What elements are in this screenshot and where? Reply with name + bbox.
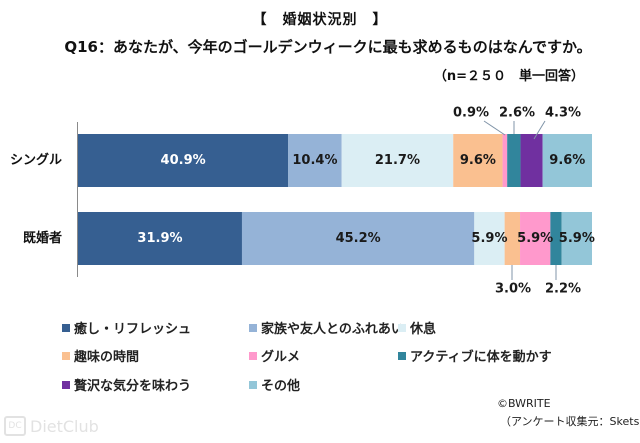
legend-item: 家族や友人とのふれあい [249, 318, 404, 337]
watermark-text: DietClub [30, 416, 99, 436]
legend-item: 休息 [398, 318, 436, 337]
bar-segment [542, 134, 592, 187]
legend-marker [249, 351, 257, 360]
data-label: 2.2% [545, 282, 581, 297]
leader-line [483, 120, 506, 136]
bar-segment [241, 212, 475, 265]
legend-label: グルメ [261, 350, 301, 365]
legend-item: 贅沢な気分を味わう [62, 375, 191, 394]
bar-segment [550, 212, 562, 265]
bar-segment [520, 212, 551, 265]
bar-segment [561, 212, 592, 265]
legend-item: その他 [249, 375, 300, 394]
legend-label: 贅沢な気分を味わう [74, 379, 192, 394]
leader-lines-group [483, 120, 557, 280]
legend-label: 家族や友人とのふれあい [261, 322, 404, 337]
legend-marker [398, 323, 406, 332]
leader-line [533, 120, 546, 140]
bars-group [78, 134, 592, 265]
section-title: 【 婚姻状況別 】 [252, 12, 388, 28]
copyright-text: ©BWRITE [497, 397, 551, 410]
bar-segment [474, 212, 505, 265]
bar-segment [507, 134, 521, 187]
data-label: 9.6% [549, 153, 585, 168]
data-label: 31.9% [137, 231, 182, 246]
bar-segment [341, 134, 454, 187]
category-label: 既婚者 [23, 230, 62, 246]
bar-segment [453, 134, 503, 187]
legend-label: 休息 [410, 322, 437, 337]
bar-segment [288, 134, 342, 187]
legend-marker [249, 323, 257, 332]
data-label: 5.9% [471, 231, 507, 246]
watermark-logo-icon: DC [4, 416, 26, 436]
data-label: 10.4% [292, 153, 337, 168]
data-label: 4.3% [545, 106, 581, 121]
data-label: 3.0% [495, 282, 531, 297]
bar-segment [520, 134, 543, 187]
data-labels-group: 40.9% 10.4% 21.7% 9.6% 0.9% 2.6% 4.3% 9.6% 31.9%… [137, 106, 594, 297]
data-label: 2.6% [499, 106, 535, 121]
data-label: 0.9% [453, 106, 489, 121]
bar-segment [78, 212, 242, 265]
data-label: 40.9% [161, 153, 206, 168]
bar-segment [504, 212, 521, 265]
bar-segment [78, 134, 289, 187]
legend-marker [62, 323, 70, 332]
legend-label: その他 [261, 379, 301, 394]
legend-item: 趣味の時間 [62, 346, 139, 365]
data-label: 9.6% [460, 153, 496, 168]
legend-marker [62, 351, 70, 360]
legend-marker [62, 380, 70, 389]
category-label: シングル [10, 152, 62, 168]
sample-note: （n=２５０ 単一回答） [433, 69, 584, 84]
data-label: 21.7% [375, 153, 420, 168]
legend-marker [249, 380, 257, 389]
bar-segment [502, 134, 508, 187]
source-text: （アンケート収集元：Skets） [500, 415, 640, 428]
legend-label: 趣味の時間 [74, 350, 140, 365]
data-label: 5.9% [517, 231, 553, 246]
legend-item: グルメ [249, 346, 300, 365]
question-title: Q16：あなたが、今年のゴールデンウィークに最も求めるものはなんですか。 [64, 38, 592, 56]
legend-label: 癒し・リフレッシュ [74, 322, 192, 337]
watermark: DC DietClub [4, 416, 99, 436]
legend-item: 癒し・リフレッシュ [62, 318, 191, 337]
legend-label: アクティブに体を動かす [410, 350, 552, 365]
data-label: 5.9% [559, 231, 595, 246]
legend-item: アクティブに体を動かす [398, 346, 552, 365]
legend-marker [398, 351, 406, 360]
data-label: 45.2% [336, 231, 381, 246]
